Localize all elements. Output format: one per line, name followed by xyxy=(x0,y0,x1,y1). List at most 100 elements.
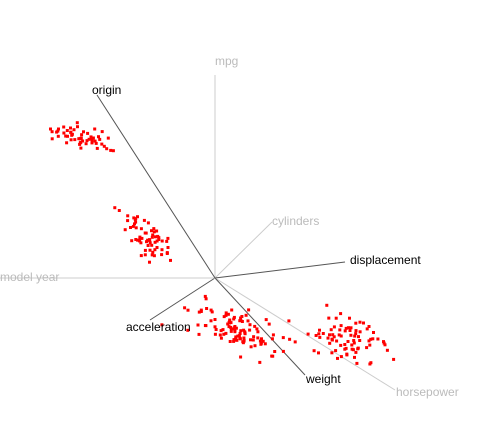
data-point xyxy=(352,339,356,342)
data-point xyxy=(354,321,358,325)
data-point xyxy=(70,133,74,137)
axis-label-horsepower: horsepower xyxy=(396,385,459,399)
data-point xyxy=(136,238,140,242)
data-point xyxy=(218,333,222,337)
data-point xyxy=(87,137,91,141)
data-point xyxy=(353,334,357,338)
data-point xyxy=(72,128,76,132)
data-point xyxy=(248,323,252,327)
data-point xyxy=(229,329,233,333)
data-point xyxy=(357,335,360,339)
data-point xyxy=(153,235,157,239)
data-point xyxy=(65,141,69,145)
data-point xyxy=(186,308,190,312)
data-point xyxy=(224,331,228,335)
data-point xyxy=(339,312,343,316)
data-point xyxy=(134,220,138,224)
data-point xyxy=(335,339,339,343)
data-point xyxy=(229,321,233,325)
data-point xyxy=(219,329,223,333)
data-point xyxy=(50,137,54,141)
data-point xyxy=(350,343,354,347)
axis-label-model-year: model year xyxy=(0,270,59,284)
data-point xyxy=(213,325,217,329)
data-point xyxy=(153,248,157,252)
data-point xyxy=(205,307,209,310)
data-point xyxy=(367,325,371,328)
data-point xyxy=(69,126,72,130)
data-point xyxy=(50,130,54,134)
data-point xyxy=(376,337,380,341)
data-point xyxy=(113,206,117,210)
data-point xyxy=(241,340,245,344)
data-point xyxy=(253,324,257,328)
data-point xyxy=(123,228,127,232)
data-point xyxy=(100,142,104,146)
data-point xyxy=(338,328,342,332)
data-point xyxy=(317,351,320,355)
data-point xyxy=(260,337,263,341)
data-point xyxy=(152,227,156,231)
data-point xyxy=(199,308,203,312)
data-point xyxy=(281,349,285,353)
data-point xyxy=(157,238,161,241)
data-point xyxy=(281,336,285,340)
axis-label-cylinders: cylinders xyxy=(272,214,319,228)
data-point xyxy=(233,328,237,332)
data-point xyxy=(348,329,352,332)
data-point xyxy=(151,233,155,237)
data-point xyxy=(148,260,151,264)
data-point xyxy=(369,337,373,341)
data-point xyxy=(236,334,240,338)
data-point xyxy=(146,244,150,247)
data-point xyxy=(345,352,349,356)
data-point xyxy=(155,239,159,243)
data-point xyxy=(239,329,243,333)
data-point xyxy=(328,333,331,337)
data-point xyxy=(214,328,218,331)
data-point xyxy=(259,342,263,346)
data-point xyxy=(148,241,152,245)
data-point xyxy=(248,328,252,332)
data-point xyxy=(325,303,329,307)
data-point xyxy=(372,331,375,334)
data-point xyxy=(288,337,292,341)
data-point xyxy=(251,338,255,342)
data-point xyxy=(140,236,144,240)
data-point xyxy=(232,338,236,342)
data-point xyxy=(155,229,159,233)
data-point xyxy=(134,217,138,221)
data-point xyxy=(86,131,90,135)
data-point xyxy=(383,343,387,347)
data-point xyxy=(271,333,275,337)
data-point xyxy=(242,336,246,340)
axis-line-acceleration xyxy=(149,277,216,321)
data-point xyxy=(78,141,82,145)
data-point xyxy=(186,328,190,332)
data-point xyxy=(234,326,238,330)
data-point xyxy=(132,216,136,220)
data-point xyxy=(166,236,170,240)
data-point xyxy=(138,235,142,239)
axis-label-weight: weight xyxy=(305,372,341,386)
data-point xyxy=(314,334,318,337)
data-point xyxy=(166,246,170,249)
data-point xyxy=(332,335,336,339)
data-point xyxy=(57,127,60,131)
data-point xyxy=(238,319,242,323)
data-point xyxy=(306,332,310,336)
data-point xyxy=(75,121,79,125)
data-point xyxy=(62,131,66,135)
data-point xyxy=(160,253,164,257)
data-point xyxy=(157,236,161,240)
data-point xyxy=(230,308,234,312)
data-point xyxy=(343,347,347,351)
data-point xyxy=(258,339,262,343)
data-point xyxy=(196,323,200,327)
data-point xyxy=(203,294,207,298)
data-point xyxy=(100,130,104,134)
data-point xyxy=(242,328,246,332)
data-point xyxy=(317,332,321,336)
data-point xyxy=(131,224,135,228)
data-point xyxy=(109,148,113,152)
